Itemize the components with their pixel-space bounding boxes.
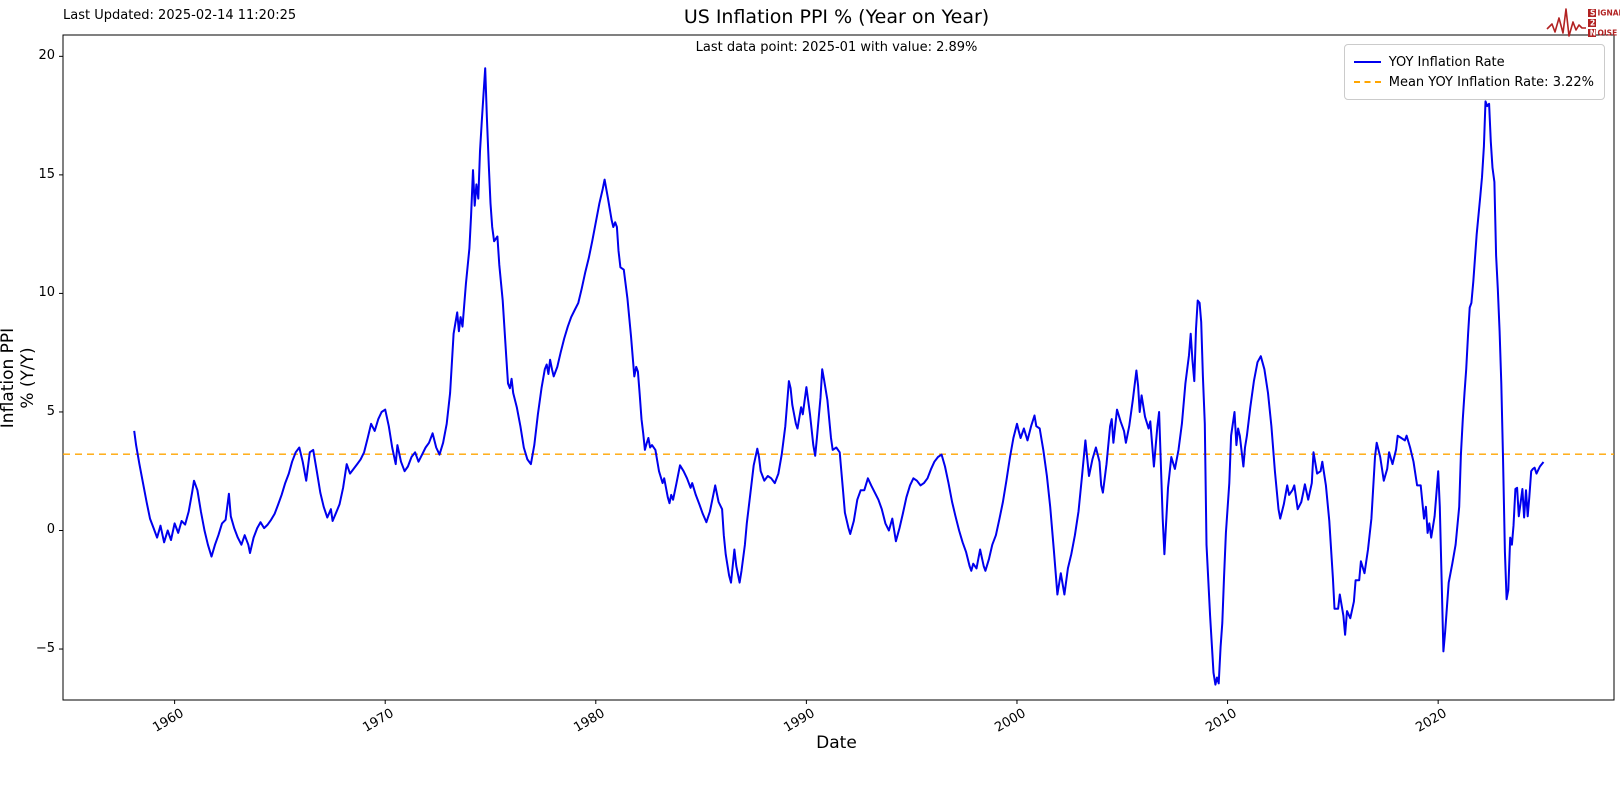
logo-letter-2: 2 xyxy=(1590,19,1595,28)
last-updated-text: Last Updated: 2025-02-14 11:20:25 xyxy=(63,8,297,23)
chart-title: US Inflation PPI % (Year on Year) xyxy=(683,6,990,28)
legend-label: Mean YOY Inflation Rate: 3.22% xyxy=(1388,74,1594,90)
y-tick-label: 15 xyxy=(38,166,55,182)
y-tick-label: 0 xyxy=(46,522,55,538)
logo-letter-s: S xyxy=(1590,9,1595,18)
logo-letterbox-2 xyxy=(1588,19,1596,27)
logo-word-signal: IGNAL xyxy=(1598,9,1621,18)
logo-letterbox-s xyxy=(1588,9,1596,17)
y-tick-label: 5 xyxy=(46,403,55,419)
logo-letter-n: N xyxy=(1590,29,1596,38)
y-axis-label: Inflation PPI % (Y/Y) xyxy=(0,327,38,429)
axes-frame xyxy=(62,34,1615,701)
chart-subtitle: Last data point: 2025-01 with value: 2.8… xyxy=(695,40,978,55)
logo-waveform-icon xyxy=(1546,8,1586,37)
logo-word-noise: OISE xyxy=(1598,29,1618,38)
y-tick-label: 10 xyxy=(38,285,55,301)
logo-letterbox-n xyxy=(1588,29,1596,37)
legend-line-sample-dashed xyxy=(1353,81,1381,83)
legend-line-sample-solid xyxy=(1353,61,1381,63)
yoy-inflation-line xyxy=(133,67,1545,686)
legend-box: YOY Inflation Rate Mean YOY Inflation Ra… xyxy=(1343,44,1605,100)
legend-item-yoy: YOY Inflation Rate xyxy=(1353,52,1594,72)
legend-item-mean: Mean YOY Inflation Rate: 3.22% xyxy=(1353,72,1594,92)
x-axis-label: Date xyxy=(816,733,857,753)
legend-label: YOY Inflation Rate xyxy=(1388,54,1505,70)
y-tick-label: 20 xyxy=(38,48,55,64)
signal2noise-logo: S IGNAL 2 N OISE xyxy=(1546,8,1621,38)
y-tick-label: −5 xyxy=(35,641,55,657)
